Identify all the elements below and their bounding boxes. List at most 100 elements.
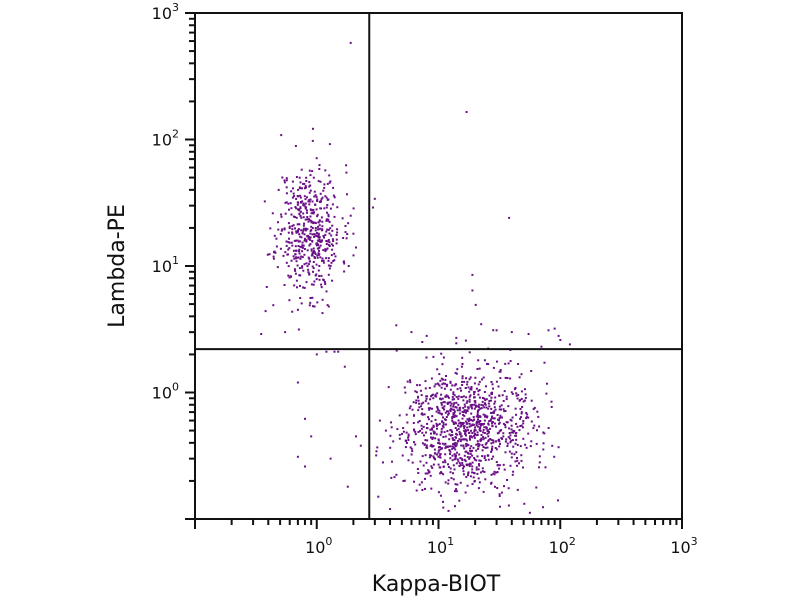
event-point: [429, 428, 432, 431]
event-point: [471, 454, 474, 457]
event-point: [455, 383, 458, 386]
event-point: [280, 213, 283, 216]
event-point: [395, 349, 398, 352]
event-point: [295, 249, 297, 252]
event-point: [414, 433, 417, 436]
event-point: [473, 407, 476, 410]
outlier-point: [272, 304, 275, 307]
event-point: [473, 418, 476, 421]
event-point: [437, 455, 440, 458]
event-point: [320, 198, 323, 201]
event-point: [272, 257, 275, 260]
event-point: [398, 433, 401, 436]
event-point: [461, 462, 464, 464]
event-point: [429, 444, 432, 447]
event-point: [465, 442, 468, 445]
event-point: [503, 485, 505, 488]
event-point: [327, 257, 330, 260]
event-point: [464, 339, 467, 342]
event-point: [468, 417, 471, 420]
event-point: [488, 405, 491, 408]
event-point: [318, 265, 321, 267]
event-point: [293, 268, 296, 271]
outlier-point: [296, 455, 299, 458]
event-point: [476, 405, 479, 408]
event-point: [309, 189, 312, 192]
event-point: [445, 416, 448, 418]
event-point: [409, 405, 412, 408]
event-point: [443, 408, 445, 411]
event-point: [324, 248, 327, 251]
event-point: [327, 215, 330, 218]
event-point: [310, 254, 313, 257]
event-point: [477, 487, 480, 490]
event-point: [442, 423, 445, 426]
event-point: [409, 446, 412, 449]
event-point: [308, 236, 311, 238]
event-point: [298, 212, 301, 215]
tick-label-exponent: 0: [172, 381, 179, 394]
event-point: [291, 180, 294, 183]
event-point: [462, 422, 465, 425]
event-point: [450, 434, 452, 437]
event-point: [440, 447, 443, 450]
event-point: [482, 376, 485, 379]
event-point: [535, 442, 538, 445]
event-point: [311, 296, 314, 299]
event-point: [304, 185, 307, 188]
event-point: [277, 221, 279, 224]
event-point: [451, 434, 454, 436]
event-point: [472, 446, 475, 449]
event-point: [316, 213, 319, 216]
event-point: [321, 257, 324, 260]
event-point: [466, 484, 469, 487]
event-point: [478, 423, 481, 426]
event-point: [295, 257, 298, 260]
event-point: [427, 416, 430, 419]
event-point: [420, 424, 423, 427]
event-point: [484, 446, 487, 449]
event-point: [321, 298, 324, 301]
event-point: [491, 421, 494, 423]
outlier-point: [382, 461, 384, 464]
event-point: [515, 392, 518, 395]
event-point: [309, 236, 312, 239]
event-point: [496, 464, 499, 467]
event-point: [314, 253, 317, 255]
event-point: [279, 247, 282, 250]
event-point: [414, 430, 417, 433]
event-point: [475, 449, 478, 452]
event-point: [420, 402, 423, 405]
event-point: [494, 447, 497, 449]
tick-label-base: 10: [152, 4, 172, 23]
event-point: [308, 272, 311, 275]
event-point: [294, 227, 296, 230]
event-point: [467, 452, 470, 455]
outlier-point: [540, 345, 543, 348]
event-point: [328, 181, 331, 184]
event-point: [318, 253, 320, 256]
event-point: [452, 421, 455, 424]
event-point: [325, 248, 328, 251]
event-point: [303, 263, 306, 266]
event-point: [333, 259, 336, 262]
event-point: [295, 207, 298, 210]
event-point: [412, 422, 415, 424]
event-point: [405, 413, 408, 416]
event-point: [288, 247, 291, 250]
event-point: [279, 233, 282, 236]
event-point: [296, 264, 299, 267]
event-point: [471, 403, 474, 406]
event-point: [512, 431, 515, 434]
event-point: [487, 422, 490, 425]
event-point: [440, 377, 443, 380]
event-point: [449, 388, 452, 391]
event-point: [398, 414, 401, 417]
event-point: [502, 463, 505, 466]
event-point: [467, 386, 470, 389]
event-point: [321, 225, 324, 228]
event-point: [481, 467, 484, 470]
event-point: [292, 187, 294, 190]
event-point: [536, 429, 538, 432]
event-point: [461, 363, 464, 365]
